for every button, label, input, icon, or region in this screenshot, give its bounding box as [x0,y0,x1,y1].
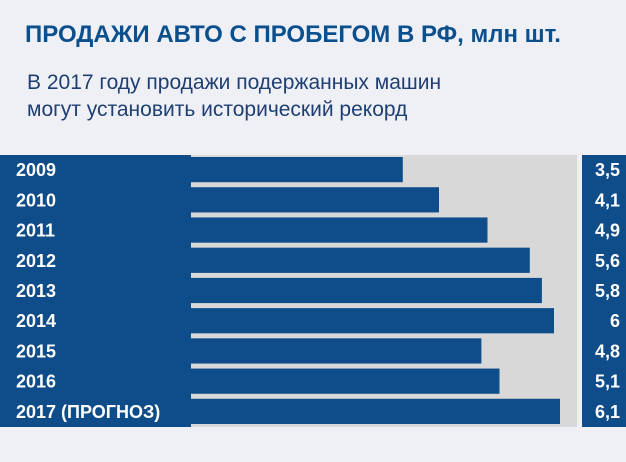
value-label-3: 5,6 [595,251,620,271]
category-label-2: 2011 [16,221,55,241]
value-label-4: 5,8 [595,281,620,301]
bar-0 [191,157,403,183]
category-column [0,155,191,427]
value-label-6: 4,8 [595,341,620,361]
category-label-6: 2015 [16,341,56,361]
chart-subtitle: В 2017 году продажи подержанных машин мо… [27,69,587,123]
chart-title: ПРОДАЖИ АВТО С ПРОБЕГОМ В РФ, млн шт. [25,21,561,48]
category-label-3: 2012 [16,251,56,271]
value-column [582,155,626,427]
bar-4 [191,277,542,304]
category-label-0: 2009 [16,160,56,180]
bar-8 [191,398,560,424]
category-label-1: 2010 [16,190,56,210]
value-label-2: 4,9 [595,221,620,241]
subtitle-line-1: В 2017 году продажи подержанных машин [27,71,442,94]
category-label-5: 2014 [16,311,56,331]
value-label-5: 6 [610,311,620,331]
value-label-7: 5,1 [595,372,620,392]
bar-7 [191,368,500,394]
value-label-1: 4,1 [595,190,620,210]
bar-5 [191,308,554,334]
bar-3 [191,247,530,273]
category-label-4: 2013 [16,281,56,301]
subtitle-line-2: могут установить исторический рекорд [27,98,408,121]
bar-2 [191,217,488,243]
bar-1 [191,187,439,213]
value-label-8: 6,1 [595,402,620,422]
category-label-8: 2017 (ПРОГНОЗ) [16,402,160,422]
bar-6 [191,338,482,364]
category-label-7: 2016 [16,372,56,392]
value-label-0: 3,5 [595,160,620,180]
